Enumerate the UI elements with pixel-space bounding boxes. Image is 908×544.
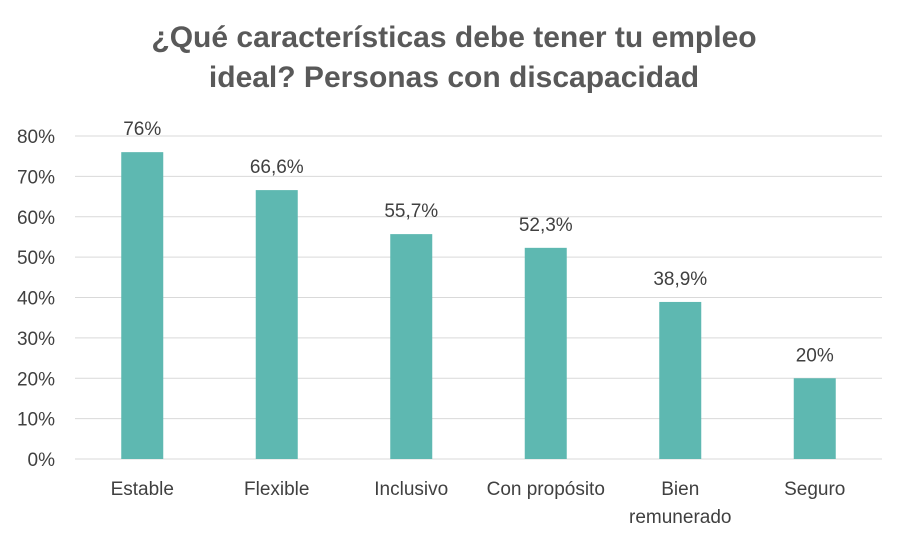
bar: [659, 301, 702, 459]
chart-title-line-1: ¿Qué características debe tener tu emple…: [151, 21, 757, 54]
data-label: 52,3%: [519, 215, 573, 236]
y-tick-label: 70%: [17, 167, 55, 188]
y-tick-label: 80%: [17, 127, 55, 148]
y-tick-label: 10%: [17, 410, 55, 431]
x-tick-label: remunerado: [629, 507, 731, 528]
y-tick-label: 40%: [17, 289, 55, 310]
x-tick-label: Con propósito: [487, 479, 605, 500]
bar: [793, 378, 836, 459]
x-tick-label: Inclusivo: [374, 479, 448, 500]
data-label: 76%: [123, 119, 161, 140]
bar: [255, 190, 298, 460]
chart-title-line-2: ideal? Personas con discapacidad: [208, 61, 700, 94]
y-tick-label: 0%: [28, 450, 56, 471]
data-label: 66,6%: [250, 157, 304, 178]
y-tick-label: 30%: [17, 329, 55, 350]
data-label: 20%: [796, 345, 834, 366]
bar: [121, 152, 164, 459]
x-tick-label: Seguro: [784, 479, 845, 500]
y-tick-label: 20%: [17, 369, 55, 390]
data-label: 55,7%: [384, 201, 438, 222]
x-tick-label: Estable: [111, 479, 174, 500]
bar: [390, 234, 433, 459]
data-label: 38,9%: [653, 269, 707, 290]
x-tick-label: Bien: [661, 479, 699, 500]
bar: [524, 247, 567, 459]
y-tick-label: 60%: [17, 208, 55, 229]
chart-title: ¿Qué características debe tener tu emple…: [0, 18, 908, 98]
x-tick-label: Flexible: [244, 479, 309, 500]
y-tick-label: 50%: [17, 248, 55, 269]
